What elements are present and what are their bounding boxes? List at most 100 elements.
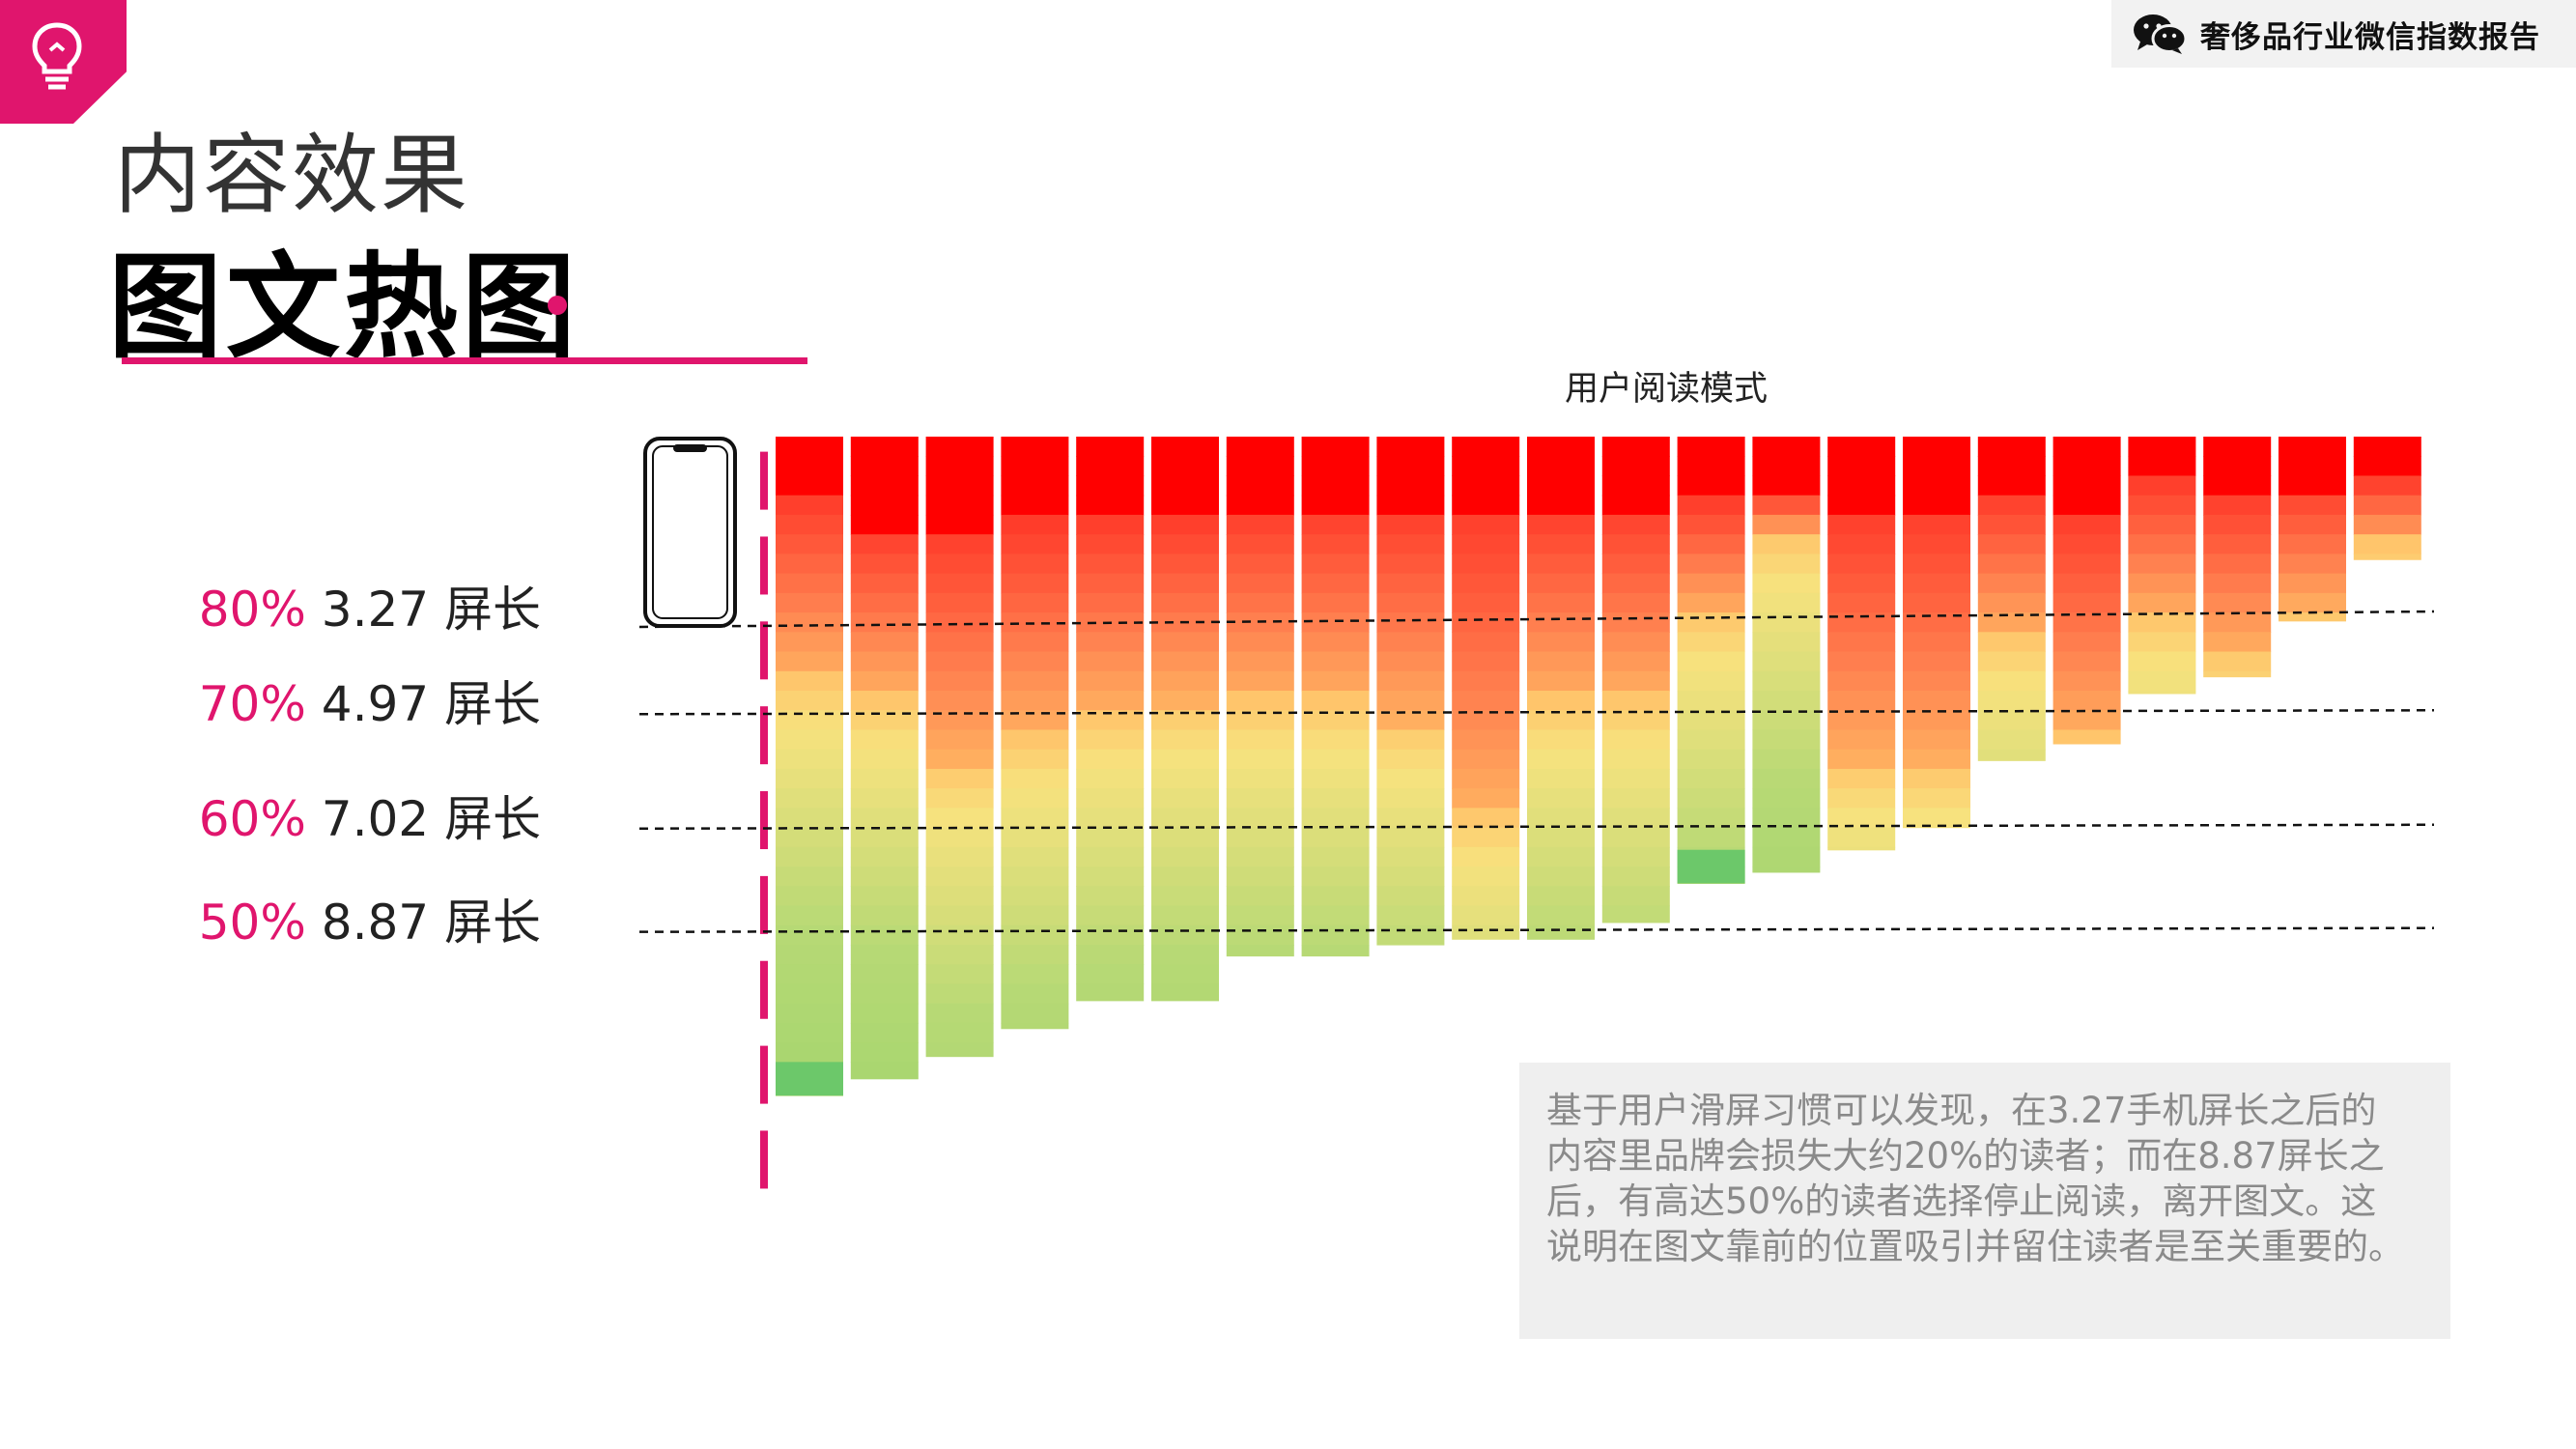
heatmap-cell [1376, 710, 1445, 731]
heatmap-cell [1301, 612, 1370, 633]
heatmap-cell [1226, 924, 1294, 946]
heatmap-cell [1752, 534, 1821, 554]
heatmap-cell [1076, 534, 1145, 554]
heatmap-cell [1977, 456, 2046, 477]
heatmap-cell [776, 710, 843, 731]
wechat-icon [2134, 14, 2187, 54]
heatmap-cell [1001, 514, 1069, 535]
heatmap-cell [1376, 554, 1445, 575]
heatmap-cell [1226, 632, 1294, 653]
heatmap-cell [2052, 554, 2121, 575]
heatmap-cell [1151, 788, 1219, 809]
heatmap-cell [2052, 729, 2121, 745]
heatmap-cell [850, 514, 919, 535]
heatmap-cell [925, 437, 994, 457]
heatmap-cell [850, 690, 919, 711]
heatmap-cell [1527, 846, 1595, 867]
ruler-tick [760, 621, 768, 680]
heatmap-cell [776, 1042, 843, 1063]
heatmap-cell [1376, 495, 1445, 516]
heatmap-cell [925, 475, 994, 497]
heatmap-column [1001, 437, 1069, 1030]
heatmap-cell [1301, 554, 1370, 575]
heatmap-cell [1601, 592, 1670, 613]
heatmap-cell [925, 729, 994, 751]
title-underline [122, 357, 807, 364]
heatmap-cell [1903, 592, 1970, 613]
heatmap-cell [1001, 808, 1069, 829]
heatmap-cell [1076, 944, 1145, 965]
heatmap-cell [2052, 437, 2121, 457]
heatmap-column [2203, 437, 2272, 678]
heatmap-cell [2279, 437, 2346, 457]
heatmap-cell [1301, 573, 1370, 594]
reference-label: 80% 3.27 屏长 [155, 581, 541, 639]
heatmap-cell [2203, 554, 2272, 575]
heatmap-cell [1376, 788, 1445, 809]
heatmap-cell [1301, 944, 1370, 957]
heatmap-cell [850, 905, 919, 926]
heatmap-cell [776, 651, 843, 672]
heatmap-cell [925, 749, 994, 770]
heatmap-cell [1226, 690, 1294, 711]
heatmap-cell [1903, 749, 1970, 770]
heatmap-cell [1452, 788, 1520, 809]
heatmap-cell [850, 592, 919, 613]
heatmap-cell [1752, 437, 1821, 457]
heatmap-cell [1301, 749, 1370, 770]
heatmap-cell [2203, 670, 2272, 678]
heatmap-cell [1151, 495, 1219, 516]
heatmap-cell [1601, 867, 1670, 887]
heatmap-cell [1903, 632, 1970, 653]
heatmap-cell [1977, 729, 2046, 751]
heatmap-cell [1376, 905, 1445, 926]
heatmap-cell [1376, 749, 1445, 770]
heatmap-cell [1001, 944, 1069, 965]
heatmap-cell [1001, 964, 1069, 985]
heatmap-cell [1076, 788, 1145, 809]
heatmap-cell [1601, 670, 1670, 692]
heatmap-cell [1677, 437, 1745, 457]
heatmap-column [1452, 437, 1520, 940]
heatmap-cell [1527, 690, 1595, 711]
heatmap-cell [1452, 573, 1520, 594]
heatmap-cell [1752, 651, 1821, 672]
heatmap-cell [850, 710, 919, 731]
heatmap-cell [776, 475, 843, 497]
heatmap-cell [1226, 437, 1294, 457]
heatmap-cell [1151, 437, 1219, 457]
heatmap-column [1076, 437, 1145, 1002]
heatmap-cell [1001, 612, 1069, 633]
heatmap-cell [850, 456, 919, 477]
heatmap-cell [1903, 437, 1970, 457]
heatmap-cell [1001, 1022, 1069, 1030]
heatmap-cell [1301, 592, 1370, 613]
heatmap-cell [1226, 456, 1294, 477]
heatmap-cell [1226, 495, 1294, 516]
heatmap-cell [1151, 651, 1219, 672]
heatmap-cell [1977, 632, 2046, 653]
heatmap-cell [1903, 456, 1970, 477]
heatmap-cell [925, 788, 994, 809]
heatmap-cell [1903, 534, 1970, 554]
heatmap-cell [1827, 437, 1896, 457]
heatmap-cell [2353, 437, 2421, 457]
heatmap-cell [850, 886, 919, 907]
heatmap-cell [1827, 651, 1896, 672]
heatmap-cell [1376, 670, 1445, 692]
ruler-tick [760, 960, 768, 1019]
heatmap-cell [925, 1042, 994, 1058]
reference-value: 3.27 屏长 [305, 582, 541, 638]
heatmap-cell [1452, 808, 1520, 829]
heatmap-cell [1452, 827, 1520, 848]
heatmap-cell [850, 867, 919, 887]
heatmap-cell [1301, 495, 1370, 516]
heatmap-cell [1151, 768, 1219, 789]
heatmap-cell [1527, 905, 1595, 926]
heatmap-cell [1827, 749, 1896, 770]
heatmap-cell [1301, 534, 1370, 554]
heatmap-cell [1076, 768, 1145, 789]
heatmap-cell [1226, 886, 1294, 907]
heatmap-cell [925, 534, 994, 554]
heatmap-cell [1903, 788, 1970, 809]
